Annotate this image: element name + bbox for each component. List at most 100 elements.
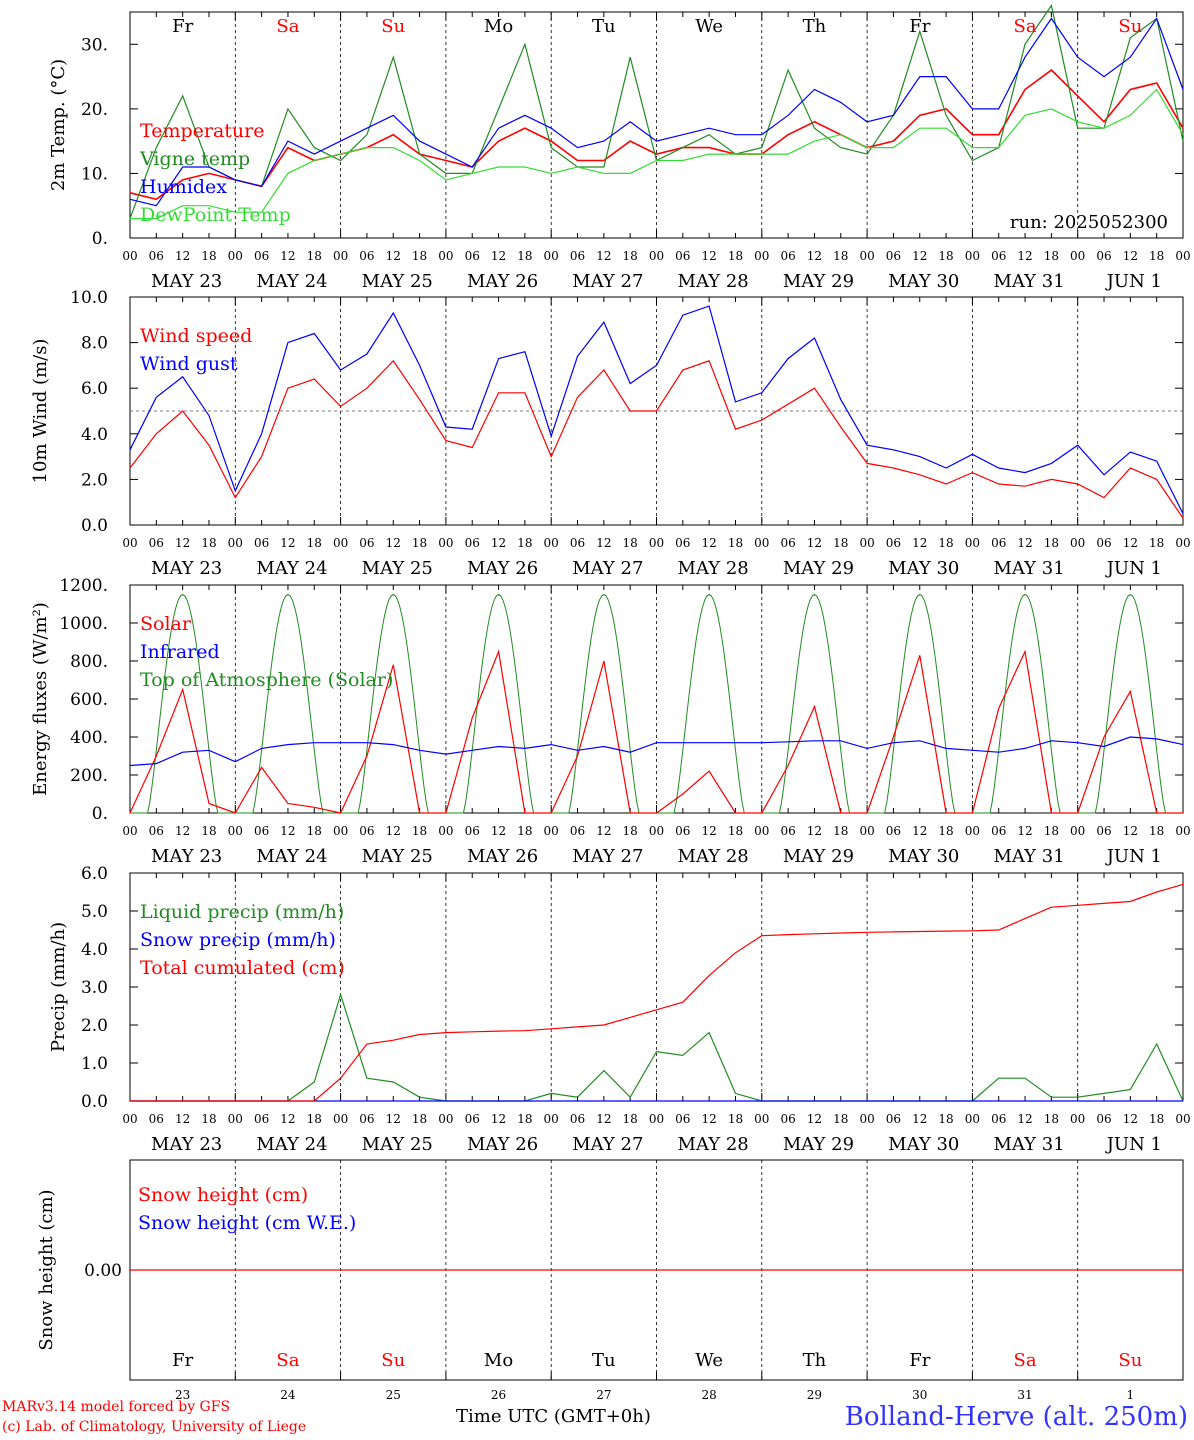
hour-tick-label: 12	[386, 249, 401, 263]
hour-tick-label: 12	[386, 824, 401, 838]
day-label: MAY 30	[888, 271, 959, 292]
weekday-label: Fr	[909, 1350, 930, 1371]
hour-tick-label: 00	[333, 249, 348, 263]
y-tick-label: 4.0	[81, 425, 108, 445]
hour-tick-label: 06	[780, 1112, 795, 1126]
hour-tick-label: 06	[780, 536, 795, 550]
y-tick-label: 6.0	[81, 379, 108, 399]
y-axis-label: 2m Temp. (°C)	[48, 59, 69, 191]
day-label: JUN 1	[1105, 1134, 1162, 1155]
y-axis-label: Precip (mm/h)	[48, 922, 69, 1052]
legend-entry: Snow height (cm)	[138, 1184, 308, 1206]
weekday-label: Su	[1118, 1350, 1142, 1371]
hour-tick-label: 00	[1175, 536, 1190, 550]
hour-tick-label: 06	[675, 536, 690, 550]
day-number-label: 23	[175, 1388, 190, 1402]
hour-tick-label: 18	[728, 1112, 743, 1126]
hour-tick-label: 06	[886, 824, 901, 838]
hour-tick-label: 00	[438, 249, 453, 263]
day-label: MAY 26	[467, 1134, 538, 1155]
legend-entry: Humidex	[140, 176, 227, 198]
weekday-label: Tu	[592, 1350, 616, 1371]
hour-tick-label: 12	[807, 249, 822, 263]
hour-tick-label: 00	[228, 249, 243, 263]
day-label: MAY 30	[888, 846, 959, 867]
hour-tick-label: 00	[649, 824, 664, 838]
hour-tick-label: 18	[517, 1112, 532, 1126]
hour-tick-label: 18	[1044, 249, 1059, 263]
series-line-liquid-precip-mm-h-	[130, 992, 1184, 1102]
hour-tick-label: 06	[1096, 536, 1111, 550]
y-tick-label: 20.	[81, 100, 108, 120]
hour-tick-label: 00	[122, 249, 137, 263]
day-label: MAY 27	[572, 271, 643, 292]
hour-tick-label: 00	[228, 536, 243, 550]
day-label: JUN 1	[1105, 271, 1162, 292]
panel-4: 0.0 1.0 2.0 3.0 4.0 5.0 6.0 00 06 12 18 00 06 12 18 00 0…	[48, 864, 1191, 1155]
hour-tick-label: 00	[859, 536, 874, 550]
hour-tick-label: 06	[465, 536, 480, 550]
day-label: MAY 25	[362, 1134, 433, 1155]
hour-tick-label: 06	[675, 1112, 690, 1126]
hour-tick-label: 12	[1123, 536, 1138, 550]
hour-tick-label: 06	[1096, 249, 1111, 263]
hour-tick-label: 18	[833, 1112, 848, 1126]
hour-tick-label: 06	[465, 1112, 480, 1126]
day-label: MAY 30	[888, 558, 959, 579]
legend-entry: Infrared	[140, 641, 220, 663]
hour-tick-label: 00	[965, 536, 980, 550]
hour-tick-label: 18	[307, 1112, 322, 1126]
series-line-wind-speed	[129, 359, 1184, 519]
hour-tick-label: 06	[886, 536, 901, 550]
hour-tick-label: 12	[702, 536, 717, 550]
series-line-humidex	[129, 17, 1184, 207]
weekday-label: Su	[1118, 16, 1142, 37]
hour-tick-label: 06	[1096, 1112, 1111, 1126]
hour-tick-label: 12	[596, 824, 611, 838]
hour-tick-label: 00	[649, 536, 664, 550]
y-tick-label: 800.	[70, 652, 108, 672]
day-number-label: 29	[807, 1388, 822, 1402]
hour-tick-label: 18	[1149, 536, 1164, 550]
legend-entry: Wind gust	[140, 353, 238, 375]
hour-tick-label: 06	[886, 249, 901, 263]
day-label: MAY 24	[256, 271, 327, 292]
hour-tick-label: 12	[175, 1112, 190, 1126]
day-label: MAY 29	[783, 271, 854, 292]
legend-entry: Liquid precip (mm/h)	[140, 901, 344, 923]
hour-tick-label: 18	[623, 1112, 638, 1126]
day-number-label: 27	[596, 1388, 611, 1402]
hour-tick-label: 18	[1044, 1112, 1059, 1126]
y-axis-label: Energy fluxes (W/m²)	[30, 602, 51, 796]
hour-tick-label: 12	[596, 1112, 611, 1126]
hour-tick-label: 12	[912, 1112, 927, 1126]
hour-tick-label: 06	[991, 824, 1006, 838]
hour-tick-label: 00	[333, 536, 348, 550]
y-tick-label: 0.00	[84, 1261, 122, 1281]
day-number-label: 25	[386, 1388, 401, 1402]
hour-tick-label: 12	[912, 536, 927, 550]
hour-tick-label: 18	[728, 536, 743, 550]
y-tick-label: 6.0	[81, 864, 108, 884]
legend-entry: Total cumulated (cm)	[140, 957, 345, 979]
hour-tick-label: 18	[1044, 536, 1059, 550]
y-axis-label: 10m Wind (m/s)	[30, 339, 51, 484]
time-axis-title: Time UTC (GMT+0h)	[456, 1406, 651, 1427]
series-line-dewpoint-temp	[130, 88, 1184, 220]
panel-3: 0. 200. 400. 600. 800. 1000. 1200. 00 06 12 18 00 06…	[30, 576, 1191, 867]
hour-tick-label: 12	[1123, 1112, 1138, 1126]
day-label: MAY 26	[467, 271, 538, 292]
hour-tick-label: 18	[412, 824, 427, 838]
hour-tick-label: 12	[491, 536, 506, 550]
hour-tick-label: 00	[965, 1112, 980, 1126]
weekday-label: Fr	[172, 1350, 193, 1371]
y-tick-label: 8.0	[81, 334, 108, 354]
hour-tick-label: 06	[991, 249, 1006, 263]
hour-tick-label: 00	[544, 824, 559, 838]
day-number-label: 28	[702, 1388, 717, 1402]
hour-tick-label: 18	[833, 824, 848, 838]
y-tick-label: 2.0	[81, 470, 108, 490]
hour-tick-label: 06	[780, 249, 795, 263]
hour-tick-label: 12	[175, 824, 190, 838]
hour-tick-label: 06	[359, 824, 374, 838]
